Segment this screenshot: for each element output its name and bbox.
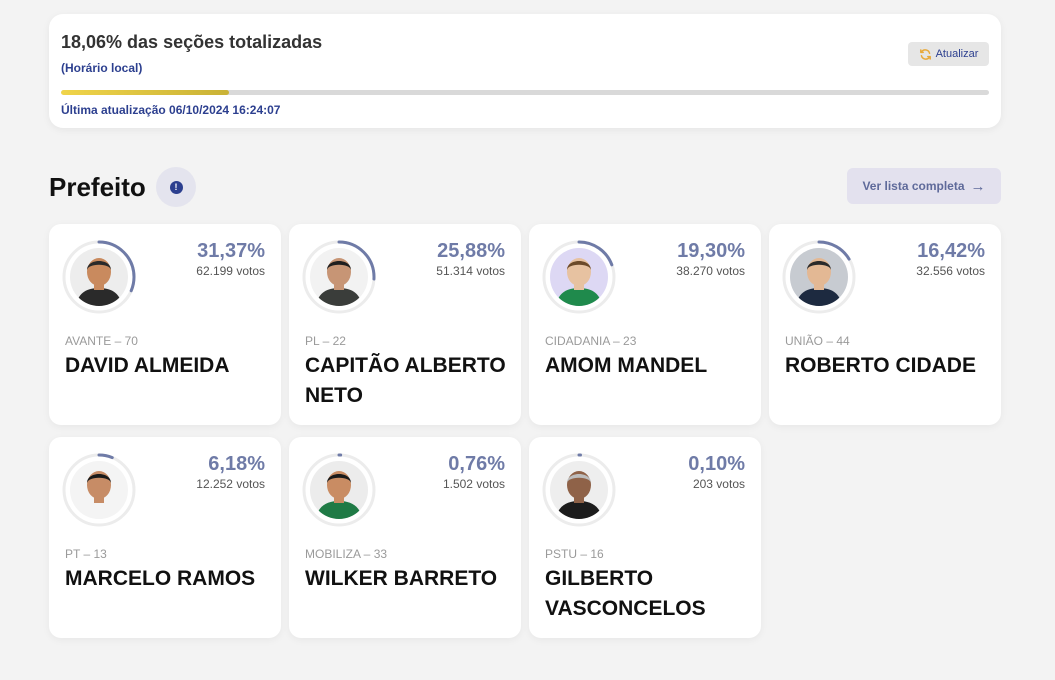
candidate-name: AMOM MANDEL (545, 354, 708, 377)
candidate-party: UNIÃO – 44 (785, 334, 850, 348)
candidate-avatar-ring (541, 452, 617, 528)
candidate-photo (310, 461, 368, 519)
vote-share-arc (62, 453, 136, 527)
candidate-vote-count: 12.252 votos (196, 477, 265, 491)
candidate-percentage: 16,42% (917, 240, 985, 262)
candidate-name: CAPITÃO ALBERTO NETO (305, 354, 506, 407)
full-list-label: Ver lista completa (862, 179, 965, 193)
candidate-photo (310, 248, 368, 306)
candidate-vote-count: 62.199 votos (196, 264, 265, 278)
refresh-button[interactable]: Atualizar (908, 42, 989, 66)
candidate-photo (550, 461, 608, 519)
candidate-avatar-ring (301, 452, 377, 528)
candidate-vote-count: 51.314 votos (436, 264, 505, 278)
candidate-percentage: 25,88% (437, 240, 505, 262)
candidate-percentage: 19,30% (677, 240, 745, 262)
candidate-card[interactable]: 19,30% 38.270 votos CIDADANIA – 23 AMOM MAN… (529, 224, 761, 425)
candidate-percentage: 31,37% (197, 240, 265, 262)
local-time-note: (Horário local) (61, 61, 143, 75)
candidate-name: GILBERTO VASCONCELOS (545, 567, 706, 620)
last-update-timestamp: Última atualização 06/10/2024 16:24:07 (61, 103, 281, 117)
totalization-progress-bar (61, 90, 989, 95)
candidate-photo (550, 248, 608, 306)
candidate-party: AVANTE – 70 (65, 334, 138, 348)
candidate-name: ROBERTO CIDADE (785, 354, 976, 377)
candidate-card[interactable]: 16,42% 32.556 votos UNIÃO – 44 ROBERTO CIDA… (769, 224, 1001, 425)
candidate-card[interactable]: 6,18% 12.252 votos PT – 13 MARCELO RAMOS (49, 437, 281, 638)
candidate-card[interactable]: 31,37% 62.199 votos AVANTE – 70 DAVID ALMEI… (49, 224, 281, 425)
candidate-avatar-ring (541, 239, 617, 315)
candidate-party: MOBILIZA – 33 (305, 547, 388, 561)
info-icon: ! (169, 180, 183, 194)
candidate-avatar-ring (301, 239, 377, 315)
vote-share-arc (302, 240, 376, 314)
candidate-card[interactable]: 25,88% 51.314 votos PL – 22 CAPITÃO ALBERTO… (289, 224, 521, 425)
info-button[interactable]: ! (156, 167, 196, 207)
vote-share-arc (542, 453, 616, 527)
candidate-vote-count: 32.556 votos (916, 264, 985, 278)
candidate-vote-count: 203 votos (692, 477, 745, 491)
candidate-photo (70, 248, 128, 306)
candidate-avatar-ring (61, 452, 137, 528)
totalization-status-card: 18,06% das seções totalizadas (Horário l… (49, 14, 1001, 128)
candidate-card[interactable]: 0,76% 1.502 votos MOBILIZA – 33 WILKER BARR… (289, 437, 521, 638)
candidate-party: CIDADANIA – 23 (545, 334, 637, 348)
candidate-party: PT – 13 (65, 547, 107, 561)
candidate-name: DAVID ALMEIDA (65, 354, 230, 377)
vote-share-arc (782, 240, 856, 314)
candidate-name: WILKER BARRETO (305, 567, 498, 590)
full-list-button[interactable]: Ver lista completa → (847, 168, 1001, 204)
arrow-right-icon: → (970, 177, 986, 195)
candidate-percentage: 0,76% (448, 453, 505, 475)
candidate-avatar-ring (61, 239, 137, 315)
candidate-photo (790, 248, 848, 306)
vote-share-arc (542, 240, 616, 314)
candidate-party: PSTU – 16 (545, 547, 604, 561)
vote-share-arc (62, 240, 136, 314)
candidate-percentage: 0,10% (688, 453, 745, 475)
candidate-avatar-ring (781, 239, 857, 315)
candidate-photo (70, 461, 128, 519)
totalization-progress-fill (61, 90, 229, 95)
refresh-label: Atualizar (935, 48, 979, 60)
candidate-name: MARCELO RAMOS (65, 567, 256, 590)
candidate-vote-count: 38.270 votos (676, 264, 745, 278)
totalization-percentage: 18,06% das seções totalizadas (61, 32, 323, 52)
candidate-card[interactable]: 0,10% 203 votos PSTU – 16 GILBERTO VASCONCE… (529, 437, 761, 638)
refresh-icon (919, 48, 932, 61)
candidate-vote-count: 1.502 votos (442, 477, 505, 491)
candidate-party: PL – 22 (305, 334, 346, 348)
section-title: Prefeito (49, 172, 146, 202)
vote-share-arc (302, 453, 376, 527)
candidate-percentage: 6,18% (208, 453, 265, 475)
